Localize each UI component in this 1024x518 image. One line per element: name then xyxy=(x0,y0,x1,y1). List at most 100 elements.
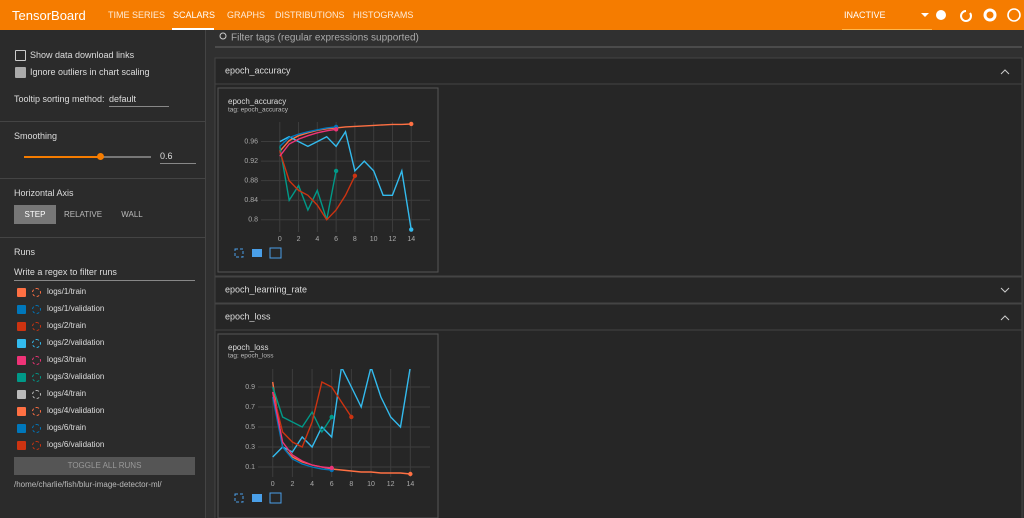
run-name: logs/3/train xyxy=(47,355,87,364)
x-tick-label: 10 xyxy=(367,481,375,488)
fullscreen-icon[interactable] xyxy=(234,248,244,258)
run-color[interactable] xyxy=(32,407,41,416)
axis-option[interactable]: WALL xyxy=(121,210,143,219)
run-checkbox[interactable] xyxy=(17,373,26,382)
fullscreen-icon[interactable] xyxy=(234,493,244,503)
help-icon[interactable] xyxy=(1007,8,1021,22)
series-end xyxy=(349,414,354,420)
section-card xyxy=(214,303,1023,518)
run-color[interactable] xyxy=(32,441,41,450)
chart-subtitle: tag: epoch_accuracy xyxy=(228,107,289,114)
run-name: logs/2/validation xyxy=(47,338,105,347)
option-label: Ignore outliers in chart scaling xyxy=(30,67,150,77)
run-checkbox[interactable] xyxy=(17,288,26,297)
nav-tab[interactable]: DISTRIBUTIONS xyxy=(275,10,345,20)
smoothing-input[interactable]: 0.6 xyxy=(160,151,196,164)
axis-option[interactable]: STEP xyxy=(14,205,56,224)
nav-tab[interactable]: TIME SERIES xyxy=(108,10,166,20)
series-line xyxy=(272,391,332,469)
refresh-icon[interactable] xyxy=(960,10,972,22)
axis-option[interactable]: RELATIVE xyxy=(63,210,103,219)
checkbox[interactable] xyxy=(15,67,26,78)
run-name: logs/4/train xyxy=(47,389,87,398)
nav-tab[interactable]: SCALARS xyxy=(173,10,216,20)
series-line xyxy=(272,380,352,448)
collapse-icon[interactable] xyxy=(1000,315,1010,321)
x-tick-label: 8 xyxy=(353,236,357,243)
section-title[interactable]: epoch_accuracy xyxy=(225,65,291,75)
x-tick-label: 6 xyxy=(334,236,338,243)
nav-tab[interactable]: HISTOGRAMS xyxy=(353,10,414,20)
tooltip-select[interactable]: default xyxy=(109,94,169,107)
run-color[interactable] xyxy=(32,305,41,314)
status-underline xyxy=(842,29,932,30)
fit-domain-icon[interactable] xyxy=(269,247,282,259)
search-bar[interactable] xyxy=(215,30,1024,48)
series-line xyxy=(279,151,356,221)
status[interactable]: INACTIVE xyxy=(844,10,886,20)
x-tick-label: 12 xyxy=(389,236,397,243)
run-checkbox[interactable] xyxy=(17,339,26,348)
run-color[interactable] xyxy=(32,339,41,348)
y-tick-label: 0.8 xyxy=(248,217,258,224)
slider-fill xyxy=(24,156,101,158)
chart-card xyxy=(217,87,439,273)
chart-title: epoch_loss xyxy=(228,343,268,352)
runs-label: Runs xyxy=(14,247,36,257)
run-name: logs/3/validation xyxy=(47,372,105,381)
x-tick-label: 8 xyxy=(349,481,353,488)
run-checkbox[interactable] xyxy=(17,390,26,399)
run-checkbox[interactable] xyxy=(17,407,26,416)
dropdown-icon[interactable] xyxy=(921,13,929,17)
y-tick-label: 0.3 xyxy=(245,444,255,451)
series-end xyxy=(329,465,334,471)
slider-knob[interactable] xyxy=(96,153,104,160)
checkbox[interactable] xyxy=(15,50,26,61)
run-color[interactable] xyxy=(32,356,41,365)
run-color[interactable] xyxy=(32,373,41,382)
y-tick-label: 0.1 xyxy=(245,464,255,471)
run-checkbox[interactable] xyxy=(17,305,26,314)
run-color[interactable] xyxy=(32,322,41,331)
data-table-icon[interactable] xyxy=(252,494,262,502)
y-tick-label: 0.84 xyxy=(244,197,258,204)
search-icon xyxy=(219,32,227,40)
top-bar: TensorBoard TIME SERIES SCALARS GRAPHS DIST… xyxy=(0,0,1024,30)
collapse-icon[interactable] xyxy=(1000,69,1010,75)
settings-icon[interactable] xyxy=(983,8,997,22)
series-line xyxy=(272,369,411,458)
data-table-icon[interactable] xyxy=(252,249,262,257)
run-name: logs/6/train xyxy=(47,423,87,432)
run-checkbox[interactable] xyxy=(17,441,26,450)
run-name: logs/1/train xyxy=(47,287,87,296)
x-tick-label: 6 xyxy=(330,481,334,488)
run-color[interactable] xyxy=(32,424,41,433)
toggle-button[interactable]: TOGGLE ALL RUNS xyxy=(14,457,195,475)
series-line xyxy=(272,381,411,475)
run-color[interactable] xyxy=(32,390,41,399)
log-path: /home/charlie/fish/blur-image-detector-m… xyxy=(14,480,162,489)
run-checkbox[interactable] xyxy=(17,424,26,433)
chart-title: epoch_accuracy xyxy=(228,97,286,106)
nav-tab[interactable]: GRAPHS xyxy=(227,10,266,20)
section-title[interactable]: epoch_loss xyxy=(225,311,271,321)
x-tick-label: 14 xyxy=(406,481,414,488)
run-checkbox[interactable] xyxy=(17,322,26,331)
theme-icon[interactable] xyxy=(936,10,946,20)
sidebar: Show data download links Ignore outliers… xyxy=(0,30,206,518)
x-tick-label: 0 xyxy=(278,236,282,243)
divider xyxy=(0,121,205,122)
x-tick-label: 4 xyxy=(310,481,314,488)
series-end xyxy=(409,121,414,127)
run-checkbox[interactable] xyxy=(17,356,26,365)
series-end xyxy=(333,127,339,132)
section-title[interactable]: epoch_learning_rate xyxy=(225,284,307,294)
series-line xyxy=(272,396,332,471)
series-end xyxy=(329,414,334,420)
run-color[interactable] xyxy=(32,288,41,297)
fit-domain-icon[interactable] xyxy=(269,492,282,504)
series-line xyxy=(279,128,337,157)
runs-filter[interactable]: Write a regex to filter runs xyxy=(14,267,195,281)
expand-icon[interactable] xyxy=(1000,287,1010,293)
